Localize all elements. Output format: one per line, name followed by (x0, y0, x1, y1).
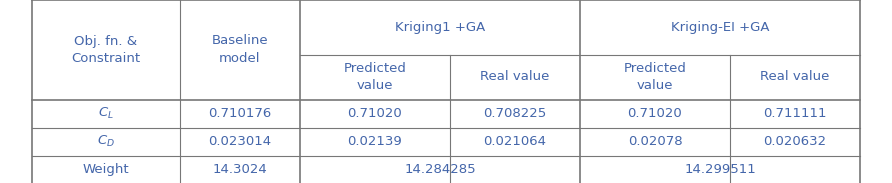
Text: Baseline
model: Baseline model (211, 35, 268, 64)
Text: $C_D$: $C_D$ (97, 134, 115, 149)
Text: 14.299511: 14.299511 (684, 163, 756, 176)
Text: Kriging1 +GA: Kriging1 +GA (395, 20, 485, 33)
Text: 0.023014: 0.023014 (209, 135, 271, 148)
Text: 14.284285: 14.284285 (404, 163, 475, 176)
Text: 0.710176: 0.710176 (209, 107, 272, 120)
Text: 0.02139: 0.02139 (348, 135, 402, 148)
Text: 0.021064: 0.021064 (483, 135, 547, 148)
Text: 0.02078: 0.02078 (628, 135, 682, 148)
Text: Real value: Real value (480, 70, 549, 83)
Text: 0.71020: 0.71020 (348, 107, 402, 120)
Text: Obj. fn. &
Constraint: Obj. fn. & Constraint (71, 35, 141, 64)
Text: 0.020632: 0.020632 (764, 135, 827, 148)
Text: 14.3024: 14.3024 (212, 163, 268, 176)
Text: 0.71020: 0.71020 (628, 107, 682, 120)
Text: Real value: Real value (760, 70, 830, 83)
Text: Predicted
value: Predicted value (343, 62, 407, 92)
Text: Kriging-EI +GA: Kriging-EI +GA (671, 20, 769, 33)
Text: 0.711111: 0.711111 (764, 107, 827, 120)
Text: $C_L$: $C_L$ (98, 106, 114, 121)
Text: Weight: Weight (83, 163, 129, 176)
Text: 0.708225: 0.708225 (483, 107, 547, 120)
Text: Predicted
value: Predicted value (624, 62, 687, 92)
